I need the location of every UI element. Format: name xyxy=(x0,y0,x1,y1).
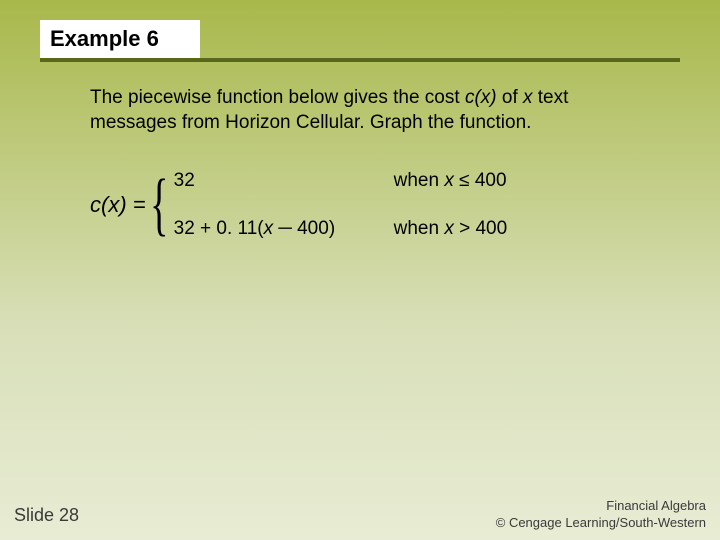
piece-2-cond-var: x xyxy=(444,218,454,239)
prompt-cx: c(x) xyxy=(465,87,497,108)
piece-1-cond-rest: ≤ 400 xyxy=(454,170,507,191)
piece-1-cond-prefix: when xyxy=(394,170,445,191)
piece-1-cond-var: x xyxy=(444,170,454,191)
header-title: Example 6 xyxy=(50,26,159,52)
prompt-x: x xyxy=(523,87,533,108)
copyright-line-2: © Cengage Learning/South-Western xyxy=(496,515,706,532)
piecewise-pieces: 32 when x ≤ 400 32 + 0. 11(x ─ 400) when… xyxy=(174,170,508,240)
header-bar: Example 6 xyxy=(40,20,200,58)
piece-row-1: 32 when x ≤ 400 xyxy=(174,170,508,192)
copyright-line-1: Financial Algebra xyxy=(496,498,706,515)
piece-2-expr-rest: ─ 400) xyxy=(273,218,335,239)
piece-1-cond: when x ≤ 400 xyxy=(394,170,507,192)
copyright: Financial Algebra © Cengage Learning/Sou… xyxy=(496,498,706,532)
slide: Example 6 The piecewise function below g… xyxy=(0,0,720,540)
piecewise-function: c(x) = { 32 when x ≤ 400 32 + 0. 11(x ─ … xyxy=(90,170,507,240)
prompt-text-2: of xyxy=(497,87,523,108)
piece-1-expr: 32 xyxy=(174,170,394,192)
piecewise-label: c(x) = xyxy=(90,192,146,218)
body-prompt: The piecewise function below gives the c… xyxy=(90,86,650,135)
left-brace-icon: { xyxy=(150,170,162,240)
slide-number: Slide 28 xyxy=(14,505,79,526)
prompt-text-1: The piecewise function below gives the c… xyxy=(90,87,465,108)
piece-2-expr: 32 + 0. 11(x ─ 400) xyxy=(174,218,394,240)
piece-row-2: 32 + 0. 11(x ─ 400) when x > 400 xyxy=(174,218,508,240)
piece-2-expr-var: x xyxy=(264,218,274,239)
piece-2-expr-prefix: 32 + 0. 11( xyxy=(174,218,264,239)
piece-2-cond-prefix: when xyxy=(394,218,445,239)
piece-2-cond-rest: > 400 xyxy=(454,218,507,239)
header-underline xyxy=(40,58,680,62)
piece-2-cond: when x > 400 xyxy=(394,218,508,240)
